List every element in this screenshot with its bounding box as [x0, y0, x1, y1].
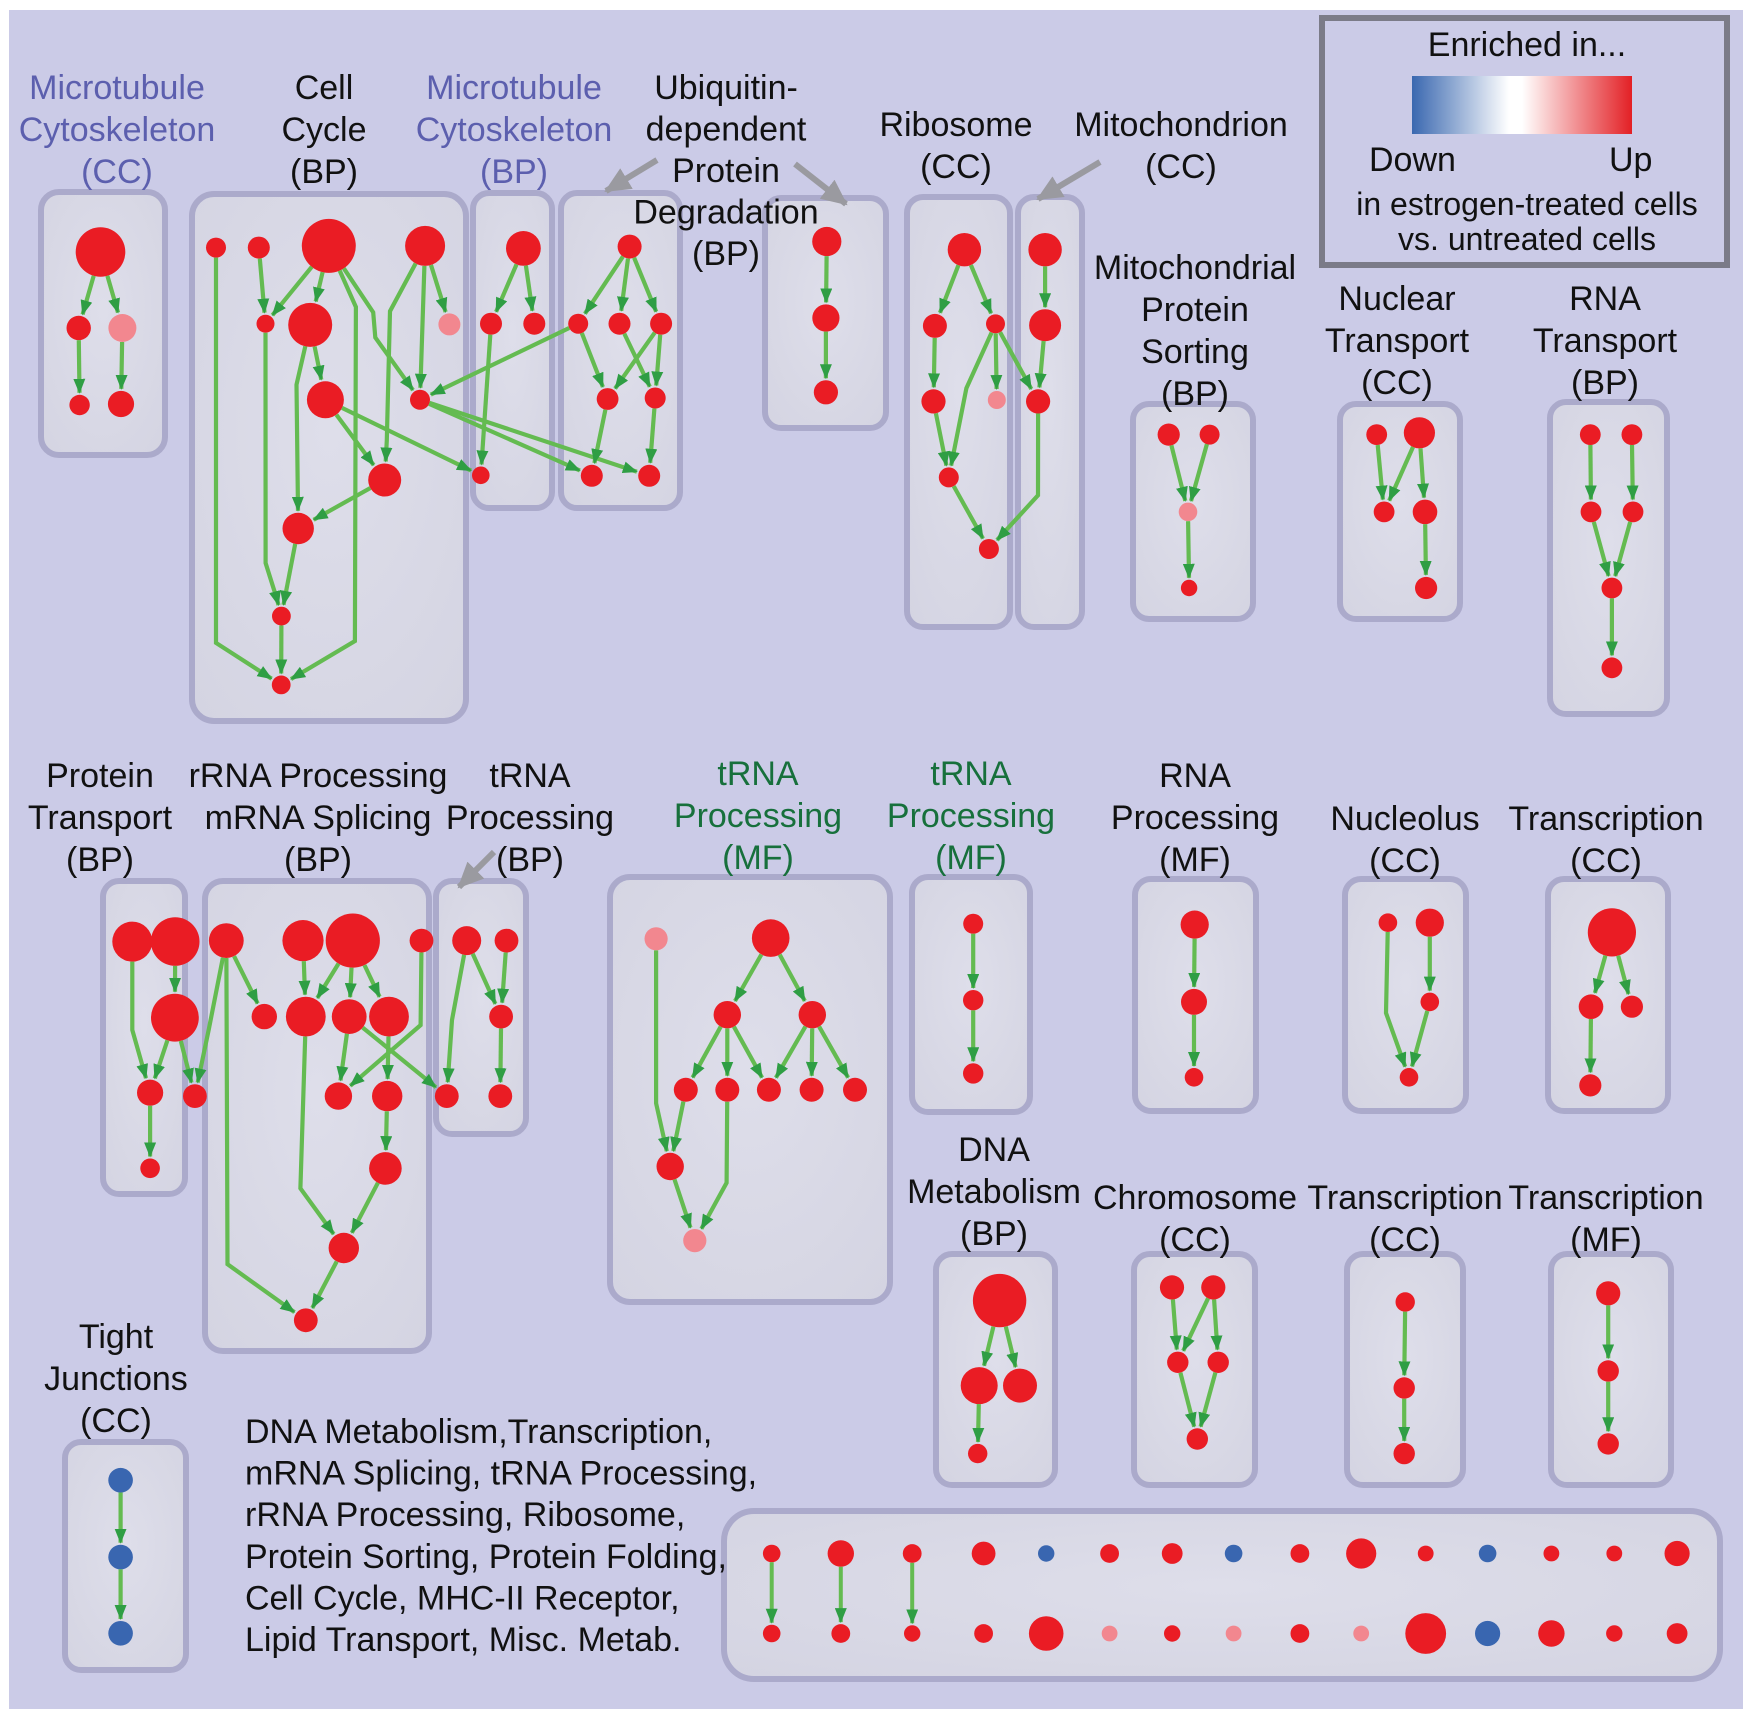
- svg-text:(BP): (BP): [290, 153, 358, 191]
- svg-text:(CC): (CC): [920, 148, 992, 186]
- svg-text:dependent: dependent: [646, 111, 807, 149]
- svg-text:tRNA: tRNA: [717, 755, 799, 793]
- svg-text:Down: Down: [1369, 141, 1456, 179]
- svg-text:Cell: Cell: [295, 69, 354, 107]
- svg-text:mRNA Splicing, tRNA Processing: mRNA Splicing, tRNA Processing,: [245, 1455, 757, 1493]
- svg-text:Cytoskeleton: Cytoskeleton: [19, 111, 216, 149]
- svg-text:Mitochondrion: Mitochondrion: [1074, 106, 1288, 144]
- svg-text:Cell Cycle, MHC-II Receptor,: Cell Cycle, MHC-II Receptor,: [245, 1579, 680, 1617]
- svg-text:(BP): (BP): [1161, 375, 1229, 413]
- svg-text:(BP): (BP): [692, 235, 760, 273]
- svg-text:Microtubule: Microtubule: [29, 69, 205, 107]
- svg-text:Ribosome: Ribosome: [879, 106, 1032, 144]
- svg-text:(CC): (CC): [81, 153, 153, 191]
- svg-text:Protein: Protein: [672, 152, 780, 190]
- svg-text:Enriched in...: Enriched in...: [1428, 26, 1626, 64]
- svg-text:in estrogen-treated cells: in estrogen-treated cells: [1356, 186, 1698, 222]
- svg-text:(CC): (CC): [1361, 364, 1433, 402]
- svg-text:mRNA Splicing: mRNA Splicing: [205, 799, 432, 837]
- svg-text:Sorting: Sorting: [1141, 333, 1249, 371]
- svg-text:Transcription: Transcription: [1508, 800, 1703, 838]
- svg-text:Protein: Protein: [46, 757, 154, 795]
- svg-text:Processing: Processing: [446, 799, 614, 837]
- svg-text:(BP): (BP): [1571, 364, 1639, 402]
- svg-text:Nucleolus: Nucleolus: [1330, 800, 1479, 838]
- svg-text:tRNA: tRNA: [489, 757, 571, 795]
- svg-text:Chromosome: Chromosome: [1093, 1179, 1297, 1217]
- svg-text:Ubiquitin-: Ubiquitin-: [654, 69, 798, 107]
- svg-text:DNA: DNA: [958, 1131, 1030, 1169]
- svg-text:Transport: Transport: [1325, 322, 1470, 360]
- svg-text:(MF): (MF): [1570, 1221, 1642, 1259]
- svg-text:Transport: Transport: [28, 799, 173, 837]
- svg-text:Transport: Transport: [1533, 322, 1678, 360]
- svg-text:(BP): (BP): [480, 153, 548, 191]
- svg-text:Metabolism: Metabolism: [907, 1173, 1081, 1211]
- svg-text:(CC): (CC): [1570, 842, 1642, 880]
- svg-text:Up: Up: [1609, 141, 1652, 179]
- svg-text:Nuclear: Nuclear: [1338, 280, 1455, 318]
- svg-text:Protein Sorting, Protein Foldi: Protein Sorting, Protein Folding,: [245, 1538, 727, 1576]
- svg-text:(CC): (CC): [80, 1402, 152, 1440]
- svg-text:vs. untreated cells: vs. untreated cells: [1398, 221, 1656, 257]
- svg-text:Microtubule: Microtubule: [426, 69, 602, 107]
- svg-text:(CC): (CC): [1369, 842, 1441, 880]
- svg-text:(BP): (BP): [66, 841, 134, 879]
- svg-text:(BP): (BP): [496, 841, 564, 879]
- svg-text:Tight: Tight: [79, 1318, 154, 1356]
- svg-text:RNA: RNA: [1569, 280, 1641, 318]
- svg-text:Protein: Protein: [1141, 291, 1249, 329]
- svg-text:Processing: Processing: [1111, 799, 1279, 837]
- svg-text:Lipid Transport, Misc. Metab.: Lipid Transport, Misc. Metab.: [245, 1621, 682, 1659]
- svg-text:Mitochondrial: Mitochondrial: [1094, 249, 1296, 287]
- svg-text:(MF): (MF): [935, 839, 1007, 877]
- svg-text:(CC): (CC): [1145, 148, 1217, 186]
- svg-text:Degradation: Degradation: [633, 194, 818, 232]
- svg-text:rRNA Processing: rRNA Processing: [189, 757, 448, 795]
- svg-text:Cycle: Cycle: [281, 111, 366, 149]
- svg-text:Processing: Processing: [674, 797, 842, 835]
- svg-text:(MF): (MF): [1159, 841, 1231, 879]
- svg-text:Transcription: Transcription: [1508, 1179, 1703, 1217]
- svg-text:tRNA: tRNA: [930, 755, 1012, 793]
- svg-text:(BP): (BP): [960, 1215, 1028, 1253]
- svg-text:Junctions: Junctions: [44, 1360, 188, 1398]
- svg-text:(CC): (CC): [1369, 1221, 1441, 1259]
- svg-text:DNA Metabolism,Transcription,: DNA Metabolism,Transcription,: [245, 1413, 712, 1451]
- svg-text:(MF): (MF): [722, 839, 794, 877]
- svg-text:Processing: Processing: [887, 797, 1055, 835]
- svg-text:(CC): (CC): [1159, 1221, 1231, 1259]
- svg-text:(BP): (BP): [284, 841, 352, 879]
- svg-text:Transcription: Transcription: [1307, 1179, 1502, 1217]
- svg-text:rRNA Processing, Ribosome,: rRNA Processing, Ribosome,: [245, 1496, 685, 1534]
- svg-text:Cytoskeleton: Cytoskeleton: [416, 111, 613, 149]
- svg-text:RNA: RNA: [1159, 757, 1231, 795]
